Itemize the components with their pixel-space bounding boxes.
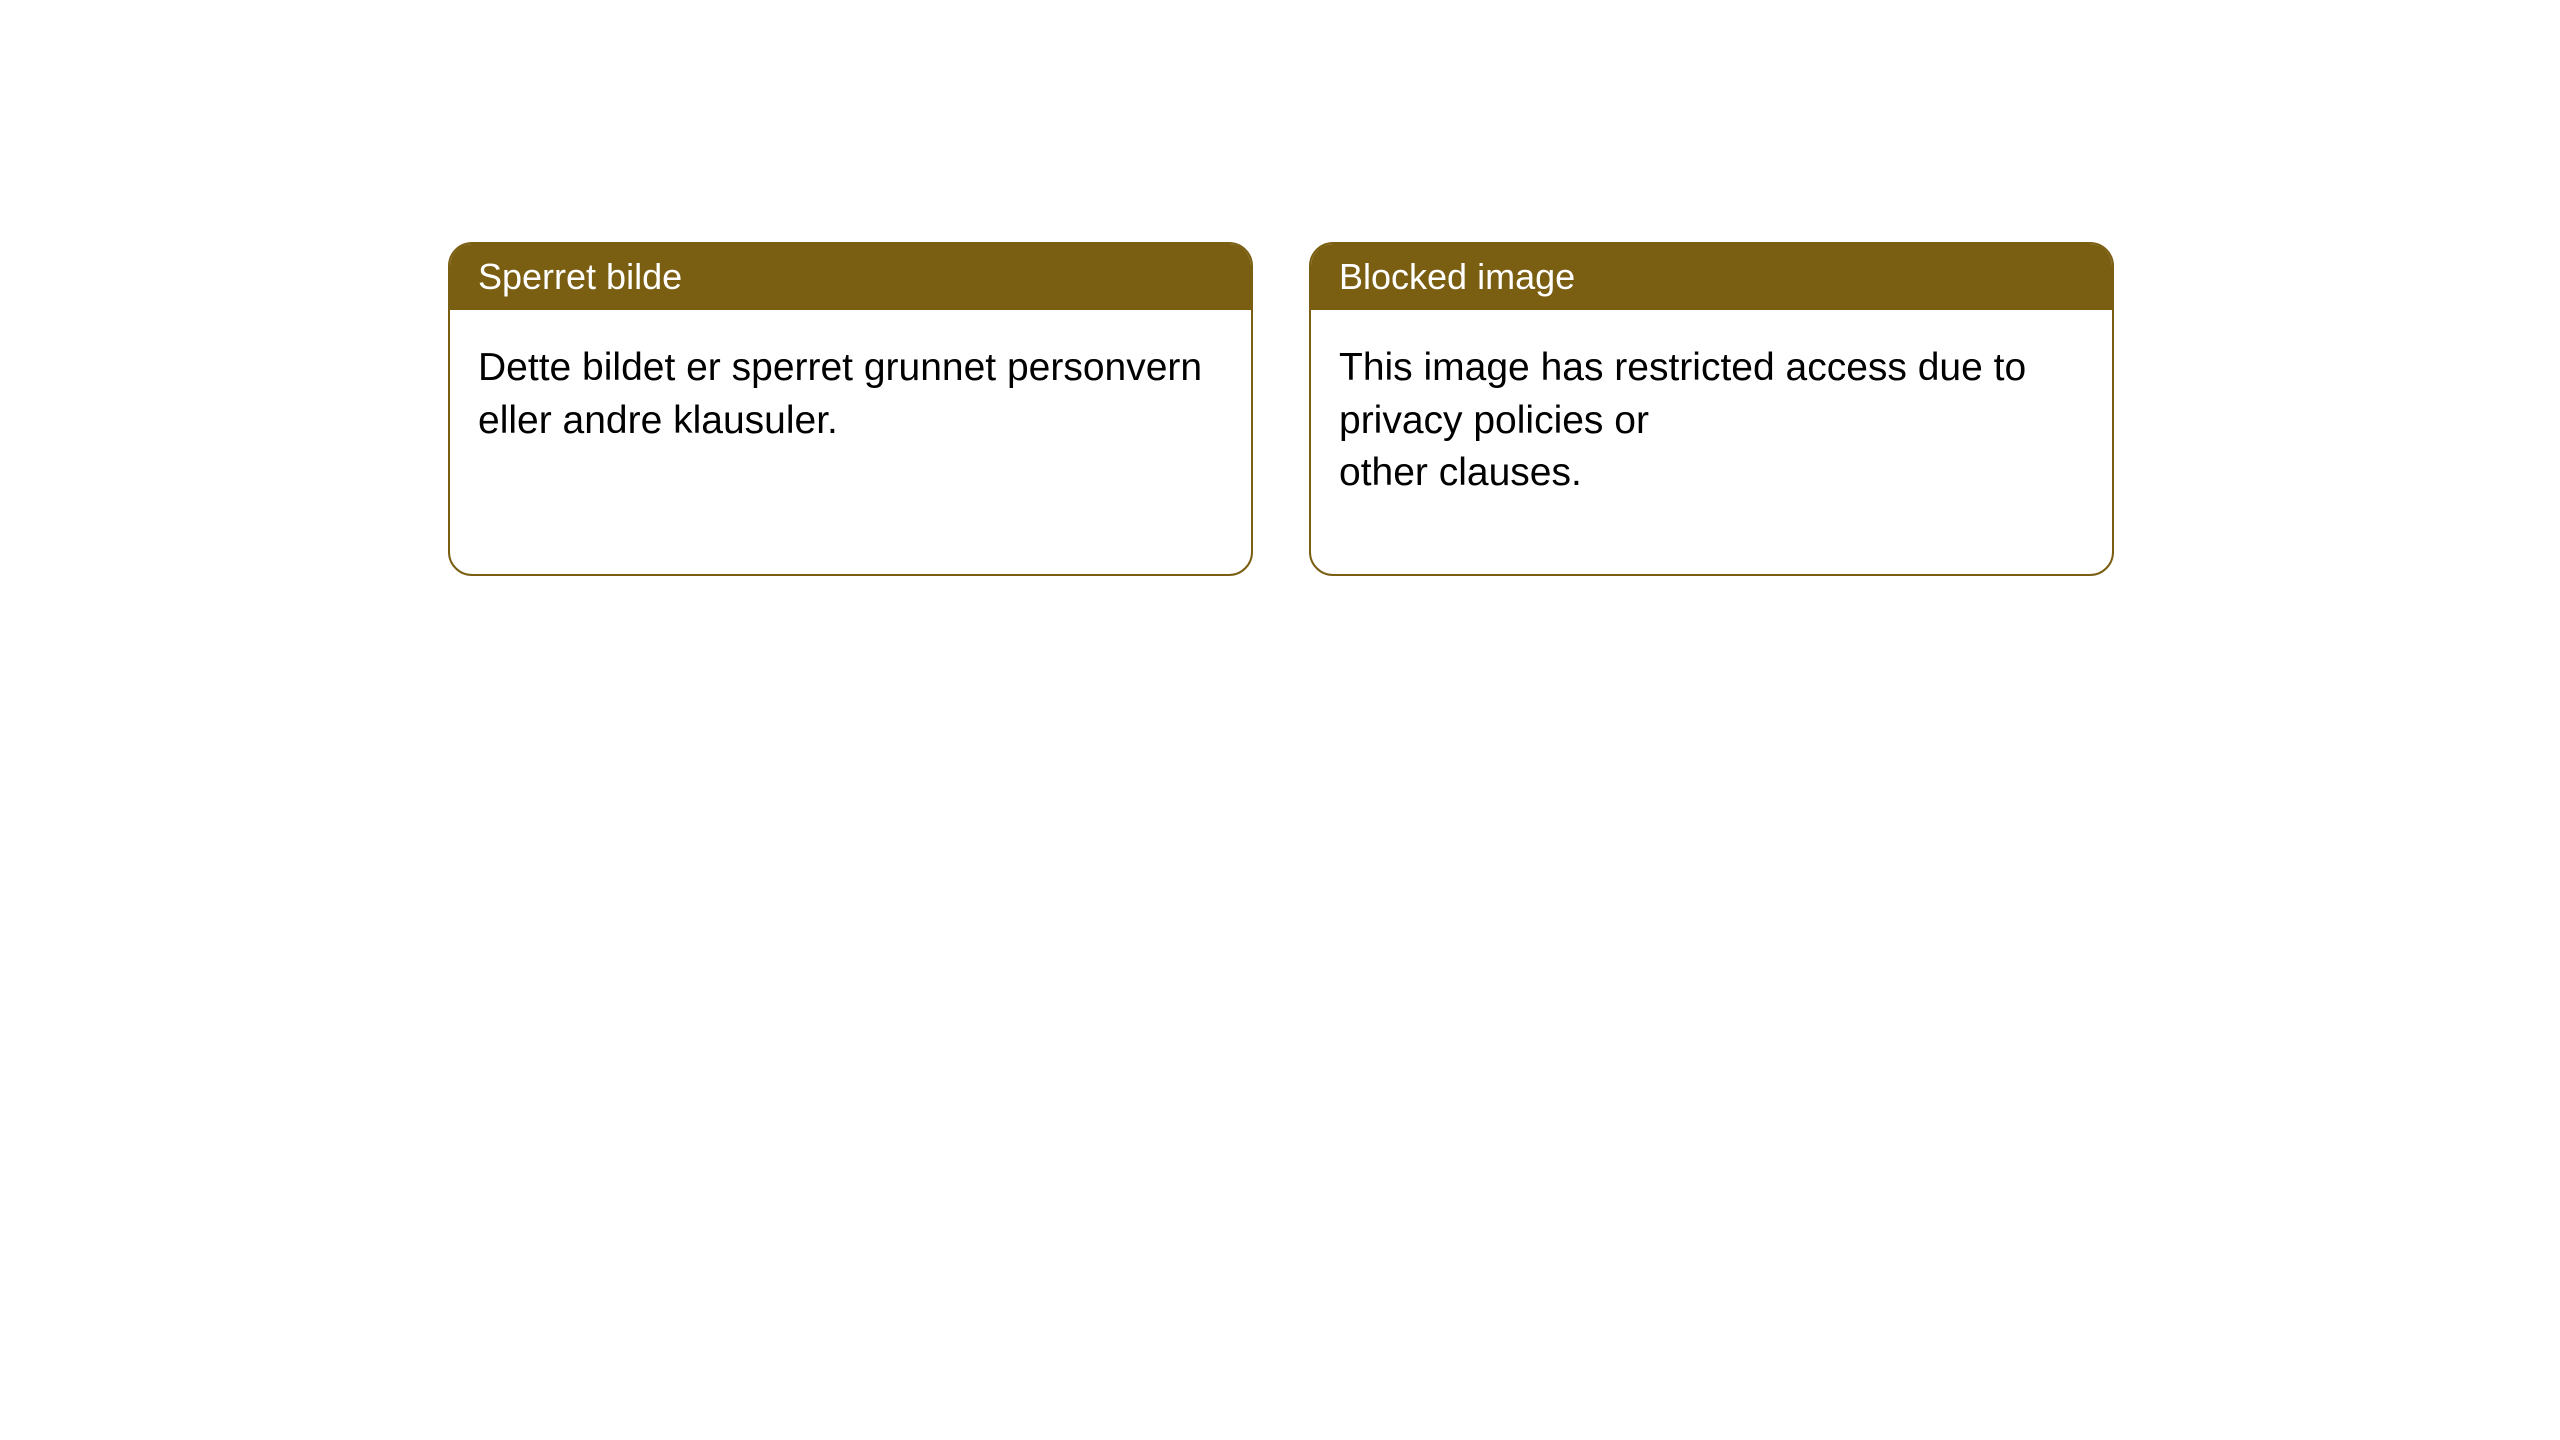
notice-title-no: Sperret bilde bbox=[450, 244, 1251, 310]
notice-title-en: Blocked image bbox=[1311, 244, 2112, 310]
notice-card-en: Blocked image This image has restricted … bbox=[1309, 242, 2114, 576]
notice-card-no: Sperret bilde Dette bildet er sperret gr… bbox=[448, 242, 1253, 576]
notice-body-en: This image has restricted access due to … bbox=[1311, 310, 2112, 532]
notice-body-no: Dette bildet er sperret grunnet personve… bbox=[450, 310, 1251, 479]
notice-container: Sperret bilde Dette bildet er sperret gr… bbox=[448, 242, 2114, 576]
